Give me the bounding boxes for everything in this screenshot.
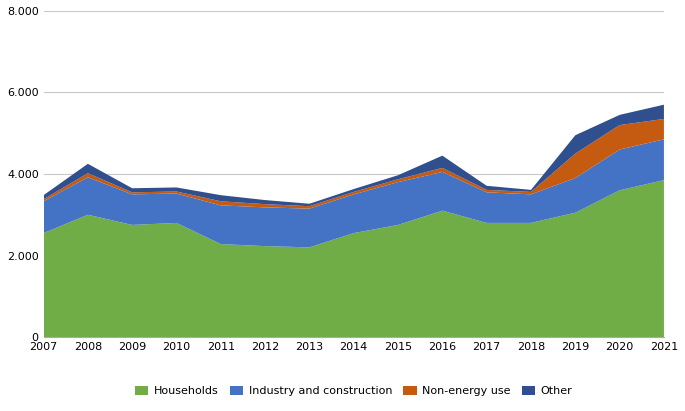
Legend: Households, Industry and construction, Non-energy use, Other: Households, Industry and construction, N… — [131, 382, 577, 401]
